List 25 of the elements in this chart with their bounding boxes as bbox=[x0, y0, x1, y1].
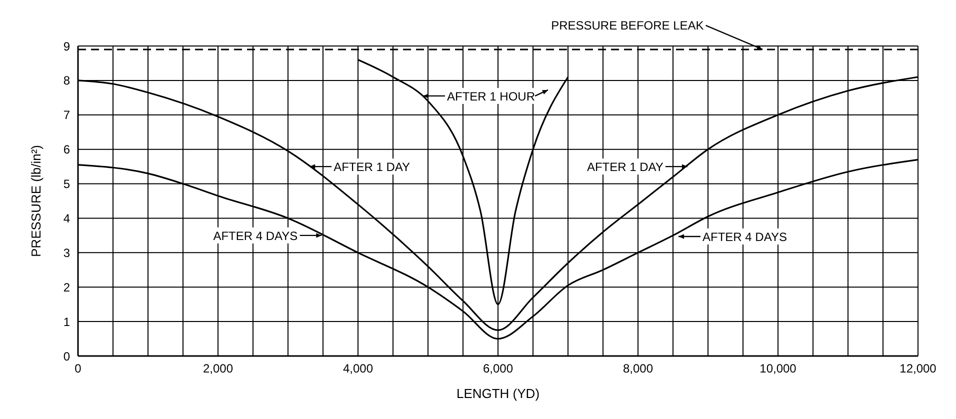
y-axis-title: PRESSURE (lb/in²) bbox=[28, 145, 44, 257]
y-tick-label: 5 bbox=[63, 177, 70, 192]
y-tick-label: 3 bbox=[63, 246, 70, 260]
y-tick-label: 0 bbox=[63, 349, 70, 364]
y-tick-label: 6 bbox=[63, 142, 70, 157]
y-tick-label: 1 bbox=[63, 314, 70, 329]
annotation: AFTER 4 DAYS bbox=[213, 228, 298, 243]
y-tick-label: 2 bbox=[63, 280, 70, 294]
y-tick-label: 9 bbox=[63, 39, 70, 54]
x-tick-label: 0 bbox=[74, 362, 82, 376]
annotation: AFTER 1 DAY bbox=[334, 160, 410, 174]
x-tick-label: 12,000 bbox=[900, 362, 937, 376]
ref-line-label: PRESSURE BEFORE LEAK bbox=[551, 18, 704, 32]
x-tick-label: 4,000 bbox=[342, 362, 374, 376]
x-tick-label: 8,000 bbox=[622, 362, 654, 376]
x-tick-label: 2,000 bbox=[202, 362, 234, 376]
annotation: AFTER 1 HOUR bbox=[447, 89, 536, 104]
y-tick-label: 7 bbox=[63, 108, 70, 122]
x-axis-title: LENGTH (YD) bbox=[456, 386, 540, 401]
annotation: AFTER 1 DAY bbox=[586, 160, 664, 174]
x-tick-label: 6,000 bbox=[482, 362, 514, 376]
annotation: AFTER 4 DAYS bbox=[702, 230, 787, 244]
y-tick-label: 8 bbox=[63, 74, 70, 88]
x-tick-label: 10,000 bbox=[760, 362, 797, 376]
y-tick-label: 4 bbox=[63, 211, 70, 226]
